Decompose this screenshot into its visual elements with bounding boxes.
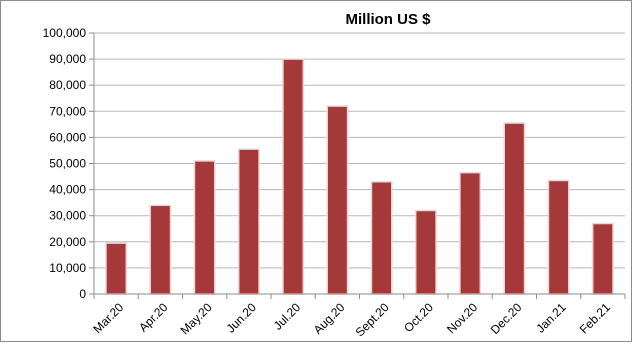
x-tick-label: Sept.20 [353, 300, 392, 339]
bar-oct-20 [414, 209, 437, 295]
y-tick-label: 50,000 [49, 157, 86, 171]
y-tick-label: 90,000 [49, 52, 86, 66]
y-tick-label: 70,000 [49, 104, 86, 118]
y-tick-label: 100,000 [43, 26, 87, 40]
gridlines [89, 32, 625, 295]
axes [93, 33, 626, 299]
bar-feb-21 [591, 222, 614, 295]
x-tick-label: Apr.20 [136, 300, 171, 335]
x-tick-label: Jun.20 [224, 300, 260, 336]
x-tick-label: Feb.21 [577, 300, 614, 337]
bar-sept-20 [370, 181, 393, 295]
bar-mar-20 [105, 242, 128, 295]
y-axis-tick-labels: 0 10,000 20,000 30,000 40,000 50,000 60,000 70,… [43, 26, 87, 301]
bar-nov-20 [459, 171, 482, 295]
bar-apr-20 [149, 204, 172, 295]
bar-jun-20 [237, 148, 260, 295]
y-tick-label: 80,000 [49, 78, 86, 92]
x-tick-label: Oct.20 [401, 300, 436, 335]
bar-jan-21 [547, 179, 570, 295]
x-tick-label: Mar.20 [90, 300, 126, 336]
x-tick-label: Dec.20 [488, 300, 525, 337]
x-tick-label: Aug.20 [311, 300, 348, 337]
x-tick-label: May.20 [178, 300, 215, 337]
bar-aug-20 [326, 105, 349, 295]
bars [105, 58, 614, 295]
x-tick-label: Jul.20 [271, 300, 304, 333]
bar-may-20 [193, 160, 216, 295]
y-tick-label: 20,000 [49, 235, 86, 249]
y-tick-label: 30,000 [49, 209, 86, 223]
y-tick-label: 60,000 [49, 130, 86, 144]
x-tick-label: Nov.20 [444, 300, 480, 336]
x-axis-tick-labels: Mar.20 Apr.20 May.20 Jun.20 Jul.20 Aug.20 Sept… [90, 300, 613, 339]
x-tick-label: Jan.21 [533, 300, 569, 336]
y-tick-label: 40,000 [49, 183, 86, 197]
y-tick-label: 10,000 [49, 261, 86, 275]
chart-title: Million US $ [345, 11, 431, 28]
bar-dec-20 [503, 122, 526, 295]
bar-jul-20 [282, 58, 305, 295]
y-tick-label: 0 [79, 287, 86, 301]
